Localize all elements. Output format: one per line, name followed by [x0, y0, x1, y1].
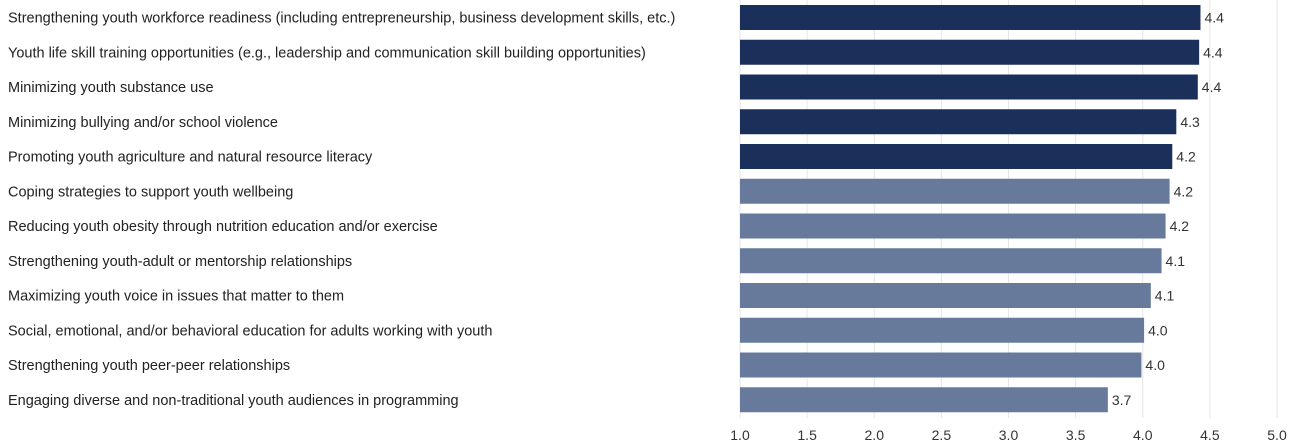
value-label: 4.4	[1203, 44, 1223, 60]
x-tick-label: 2.0	[865, 427, 885, 443]
bar	[740, 213, 1166, 239]
bar	[740, 109, 1177, 135]
value-label: 4.0	[1148, 322, 1168, 338]
value-label: 4.3	[1180, 114, 1200, 130]
value-label: 4.2	[1170, 218, 1190, 234]
category-labels: Strengthening youth workforce readiness …	[8, 11, 675, 409]
category-label: Youth life skill training opportunities …	[8, 45, 646, 61]
category-label: Minimizing youth substance use	[8, 80, 214, 96]
value-label: 4.2	[1174, 183, 1194, 199]
bar	[740, 39, 1200, 65]
x-tick-label: 4.5	[1200, 427, 1220, 443]
value-label: 4.1	[1155, 288, 1175, 304]
x-axis-ticks: 1.0 1.5 2.0 2.5 3.0 3.5 4.0 4.5 5.0	[730, 427, 1287, 443]
bar	[740, 5, 1201, 30]
category-label: Strengthening youth workforce readiness …	[8, 11, 675, 27]
x-tick-label: 2.5	[932, 427, 952, 443]
category-label: Promoting youth agriculture and natural …	[8, 150, 373, 166]
bar	[740, 283, 1151, 308]
category-label: Minimizing bullying and/or school violen…	[8, 115, 278, 131]
x-tick-label: 3.5	[1066, 427, 1086, 443]
category-label: Strengthening youth peer-peer relationsh…	[8, 358, 290, 374]
x-tick-label: 5.0	[1267, 427, 1287, 443]
value-label: 4.2	[1176, 149, 1196, 165]
bar	[740, 317, 1145, 343]
bars	[740, 5, 1201, 413]
category-label: Social, emotional, and/or behavioral edu…	[8, 323, 492, 339]
x-tick-label: 1.5	[797, 427, 817, 443]
x-tick-label: 3.0	[999, 427, 1019, 443]
bar	[740, 248, 1162, 274]
bar	[740, 144, 1173, 169]
grid-lines	[739, 0, 1278, 418]
bar	[740, 178, 1170, 204]
value-labels: 4.4 4.4 4.4 4.3 4.2 4.2 4.2 4.1 4.1 4.0 4.0 3.7	[1112, 10, 1224, 408]
x-tick-label: 4.0	[1133, 427, 1153, 443]
bar	[740, 352, 1142, 378]
bar	[740, 74, 1198, 100]
category-label: Reducing youth obesity through nutrition…	[8, 219, 438, 235]
value-label: 4.1	[1166, 253, 1186, 269]
x-tick-label: 1.0	[730, 427, 750, 443]
value-label: 4.4	[1204, 10, 1224, 26]
category-label: Maximizing youth voice in issues that ma…	[8, 289, 344, 305]
category-label: Coping strategies to support youth wellb…	[8, 184, 293, 200]
category-label: Strengthening youth-adult or mentorship …	[8, 254, 352, 270]
value-label: 4.4	[1202, 79, 1222, 95]
value-label: 3.7	[1112, 392, 1132, 408]
value-label: 4.0	[1145, 357, 1165, 373]
category-label: Engaging diverse and non-traditional you…	[8, 393, 459, 409]
bar	[740, 387, 1108, 413]
